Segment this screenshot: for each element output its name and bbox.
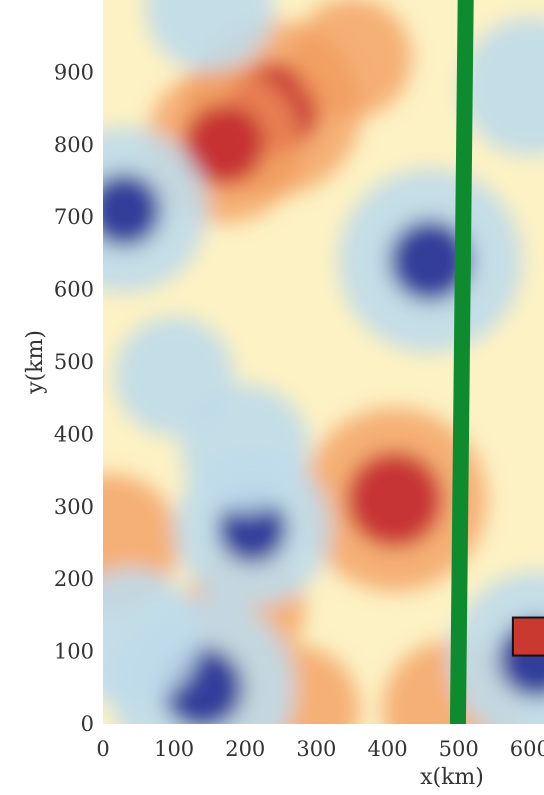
- plot-area: [103, 0, 544, 724]
- profile-line: [449, 0, 474, 724]
- anomaly-low-halo: [460, 18, 544, 156]
- x-tick-label: 200: [225, 737, 265, 761]
- y-tick-label: 300: [54, 495, 94, 519]
- anomaly-high-core: [183, 104, 265, 186]
- x-tick-label: 300: [296, 737, 336, 761]
- y-tick-label: 800: [54, 133, 94, 157]
- y-tick-label: 900: [54, 60, 94, 84]
- x-tick-label: 0: [96, 737, 109, 761]
- heatmap-field: [103, 0, 544, 724]
- y-axis-label: y(km): [23, 330, 48, 395]
- y-tick-label: 100: [54, 640, 94, 664]
- anomaly-high-halo: [292, 0, 412, 118]
- anomaly-low-halo: [145, 0, 274, 72]
- y-tick-label: 0: [81, 712, 94, 736]
- y-tick-label: 600: [54, 278, 94, 302]
- anomaly-low-halo: [114, 316, 234, 437]
- x-tick-label: 600: [510, 737, 544, 761]
- y-tick-label: 400: [54, 422, 94, 446]
- anomaly-high-core: [347, 451, 443, 548]
- y-tick-label: 700: [54, 205, 94, 229]
- marker-box: [511, 616, 544, 657]
- anomaly-low-halo: [103, 568, 201, 706]
- y-tick-label: 200: [54, 567, 94, 591]
- y-tick-label: 500: [54, 350, 94, 374]
- x-tick-label: 500: [439, 737, 479, 761]
- axes: 0 100 200 300 400 500 600 700 800 900 0 100 200 300 40…: [54, 60, 544, 761]
- x-tick-label: 400: [367, 737, 407, 761]
- anomaly-low-core: [389, 219, 471, 302]
- x-axis-label: x(km): [420, 765, 484, 790]
- x-tick-label: 100: [154, 737, 194, 761]
- anomaly-low-core: [103, 173, 162, 247]
